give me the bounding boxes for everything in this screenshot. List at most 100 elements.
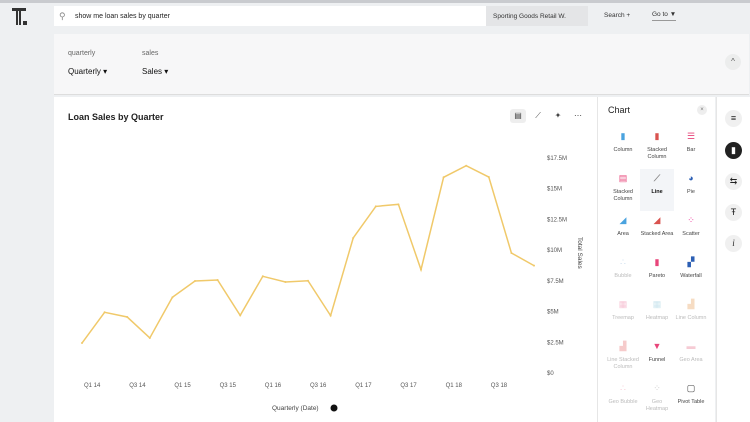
chart-type-label: Geo Bubble: [608, 399, 638, 405]
data-point: [420, 268, 422, 271]
database-icon[interactable]: ≡: [725, 110, 742, 127]
goto-dropdown[interactable]: Go to ▼: [652, 11, 677, 21]
chart-type-icon: ▞: [687, 257, 695, 267]
paint-brush-icon[interactable]: Ŧ: [725, 204, 742, 221]
table-view-icon[interactable]: ▤: [510, 109, 526, 123]
filter-label: quarterly: [68, 50, 96, 57]
filter-bar: quarterly Quarterly ▾ sales Sales ▾ ^: [54, 34, 749, 95]
chart-type-label: Bubble: [614, 273, 632, 279]
top-border: [0, 0, 750, 3]
search-query: show me loan sales by quarter: [75, 12, 170, 20]
y-tick-label: $0: [547, 371, 554, 377]
data-point: [533, 264, 535, 267]
data-point: [374, 205, 377, 208]
chart-type-heatmap[interactable]: ▦ Heatmap: [640, 295, 674, 337]
chart-type-label: Line Column: [675, 315, 707, 321]
chart-type-label: Treemap: [612, 315, 634, 321]
data-source-selector[interactable]: Sporting Goods Retail W.: [486, 6, 588, 26]
axis-settings-icon[interactable]: [330, 404, 338, 412]
more-icon[interactable]: ⋯: [574, 111, 582, 120]
chart-type-stacked-column[interactable]: ▮ Stacked Column: [640, 127, 674, 169]
chart-type-label: Line Stacked Column: [607, 357, 639, 370]
pin-icon[interactable]: ✦: [554, 111, 562, 120]
chart-type-geo-heatmap[interactable]: ⁘ Geo Heatmap: [640, 379, 674, 421]
y-tick-label: $2.5M: [547, 340, 564, 346]
series-line: [81, 164, 535, 344]
x-tick-label: Q1 14: [84, 383, 101, 389]
chart-type-funnel[interactable]: ▼ Funnel: [640, 337, 674, 379]
chart-type-bubble[interactable]: ∴ Bubble: [606, 253, 640, 295]
settings-sliders-icon[interactable]: ⇆: [725, 173, 742, 190]
chart-type-waterfall[interactable]: ▞ Waterfall: [674, 253, 708, 295]
search-input[interactable]: ⚲ show me loan sales by quarter: [54, 6, 486, 26]
chart-type-icon: ⟋: [653, 173, 661, 183]
chart-type-icon: ◕: [688, 173, 694, 183]
chart-type-stacked-area[interactable]: ◢ Stacked Area: [640, 211, 674, 253]
y-tick-label: $7.5M: [547, 279, 564, 285]
data-point: [194, 279, 196, 282]
search-plus-button[interactable]: Search +: [604, 12, 631, 19]
line-chart: $0 $2.5M $5M $7.5M $10M $12.5M $15M $17.5M Q1 14…: [81, 156, 583, 412]
chart-type-icon: ▦: [618, 299, 628, 309]
chart-type-scatter[interactable]: ⁘ Scatter: [674, 211, 708, 253]
chart-type-icon: ▮: [654, 131, 660, 141]
chart-type-column[interactable]: ▮ Column: [606, 127, 640, 169]
chart-card: Loan Sales by Quarter ▤ ⟋ ✦ ⋯ $0 $2.5M $5M…: [54, 97, 597, 422]
filter-sales-dropdown[interactable]: Sales ▾: [142, 67, 169, 76]
chart-type-icon: ▟: [687, 299, 695, 309]
chart-type-icon: ▤: [618, 173, 628, 183]
data-point: [465, 164, 468, 167]
chart-type-pareto[interactable]: ▮ Pareto: [640, 253, 674, 295]
chart-type-icon: ▟: [619, 341, 627, 351]
chart-type-icon: ▢: [686, 383, 696, 393]
chart-type-icon: ∴: [620, 257, 626, 267]
x-tick-label: Q3 14: [129, 383, 146, 389]
chart-type-icon: ⁘: [687, 215, 695, 225]
data-point: [216, 278, 219, 281]
x-tick-label: Q1 18: [446, 383, 463, 389]
panel-title: Chart: [608, 105, 631, 115]
x-tick-label: Q3 16: [310, 383, 327, 389]
chart-type-bar[interactable]: ☰ Bar: [674, 127, 708, 169]
chart-type-label: Geo Heatmap: [645, 399, 669, 412]
right-rail: ≡ ▮ ⇆ Ŧ i: [716, 97, 750, 422]
chart-type-area[interactable]: ◢ Area: [606, 211, 640, 253]
filter-quarterly-dropdown[interactable]: Quarterly ▾: [68, 67, 108, 76]
chart-type-label: Pie: [687, 189, 695, 195]
data-point: [103, 311, 106, 314]
chart-type-geo-area[interactable]: ▬ Geo Area: [674, 337, 708, 379]
chart-type-line-stacked-column[interactable]: ▟ Line Stacked Column: [606, 337, 640, 379]
data-point: [261, 275, 264, 278]
chart-view-icon[interactable]: ⟋: [535, 111, 541, 120]
chart-type-pivot-table[interactable]: ▢ Pivot Table: [674, 379, 708, 421]
chart-type-panel: Chart × ▮ Column ▮ Stacked Column ☰ Bar ▤ Stack…: [597, 97, 715, 422]
chart-type-geo-bubble[interactable]: ∴ Geo Bubble: [606, 379, 640, 421]
filter-value: Quarterly: [68, 67, 101, 76]
chart-type-label: Bar: [686, 147, 696, 153]
collapse-button[interactable]: ^: [725, 54, 741, 70]
y-axis-title: Total Sales: [576, 237, 583, 270]
data-point: [510, 251, 513, 254]
data-point: [442, 176, 445, 179]
y-tick-label: $10M: [547, 248, 562, 254]
x-tick-label: Q1 17: [355, 383, 372, 389]
chart-type-label: Pivot Table: [677, 399, 705, 405]
chart-type-label: Area: [617, 231, 629, 237]
chart-type-pie[interactable]: ◕ Pie: [674, 169, 708, 211]
app-logo[interactable]: [12, 8, 28, 26]
goto-label: Go to: [652, 11, 668, 18]
chart-type-icon: ▮: [654, 257, 660, 267]
chart-type-icon: ∴: [620, 383, 626, 393]
chart-type-icon: ▮: [620, 131, 626, 141]
close-icon[interactable]: ×: [697, 105, 707, 115]
chart-type-label: Stacked Column: [613, 189, 633, 202]
chart-type-line-column[interactable]: ▟ Line Column: [674, 295, 708, 337]
chart-type-treemap[interactable]: ▦ Treemap: [606, 295, 640, 337]
info-icon[interactable]: i: [725, 235, 742, 252]
chart-type-label: Waterfall: [680, 273, 702, 279]
chart-icon[interactable]: ▮: [725, 142, 742, 159]
chart-title: Loan Sales by Quarter: [68, 112, 164, 122]
chart-type-stacked-column[interactable]: ▤ Stacked Column: [606, 169, 640, 211]
chart-type-label: Stacked Area: [640, 231, 674, 237]
chart-type-line[interactable]: ⟋ Line: [640, 169, 674, 211]
